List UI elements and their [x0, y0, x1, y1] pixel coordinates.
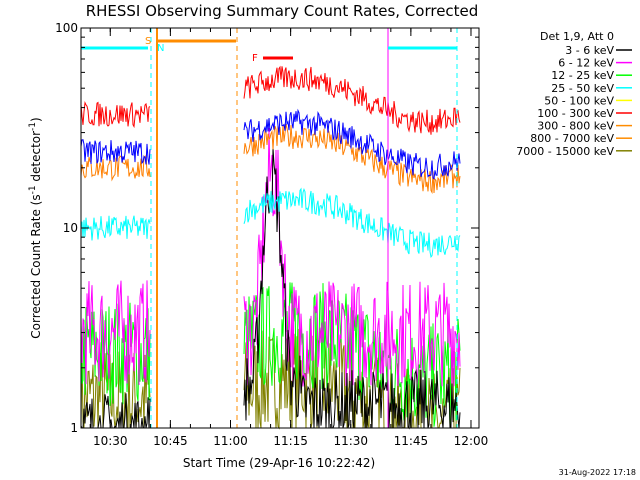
y-tick-label: 1: [70, 421, 78, 435]
timestamp: 31-Aug-2022 17:18: [559, 468, 636, 477]
x-tick-label: 12:00: [454, 434, 489, 448]
axes-group: 1 10 100 10:30 10:45 11:00 11:15 11:30 11:45 12:0…: [55, 21, 488, 448]
series-line: [80, 139, 151, 165]
legend-entry-label: 300 - 800 keV: [537, 120, 614, 133]
legend-entry-label: 6 - 12 keV: [558, 57, 614, 70]
series-300-800-kev: [80, 124, 461, 195]
legend-entry-label: 12 - 25 keV: [551, 69, 614, 82]
series-line: [243, 127, 461, 387]
legend-entry-label: 800 - 7000 keV: [530, 132, 614, 145]
y-label-part2: detector: [29, 131, 43, 186]
chart-title: RHESSI Observing Summary Count Rates, Co…: [86, 2, 479, 20]
saa-label: S: [145, 36, 151, 47]
legend-entry-label: 25 - 50 keV: [551, 82, 614, 95]
y-label-part3: ): [29, 117, 43, 122]
legend-header: Det 1,9, Att 0: [540, 30, 614, 43]
y-axis-label: Corrected Count Rate (s-1 detector-1): [28, 117, 43, 338]
legend-entry-label: 3 - 6 keV: [565, 44, 614, 57]
x-tick-label: 11:45: [394, 434, 429, 448]
series-line: [80, 280, 151, 386]
x-tick-label: 10:30: [93, 434, 128, 448]
series-line: [243, 187, 461, 259]
y-label-sup1: -1: [28, 185, 38, 194]
series-line: [243, 124, 461, 195]
night-label: N: [157, 43, 164, 54]
legend-entry-label: 100 - 300 keV: [537, 107, 614, 120]
series-line: [243, 108, 461, 180]
series-800-7000-kev: [80, 108, 461, 180]
series-line: [80, 215, 151, 241]
series-group: [80, 65, 461, 430]
series-25-50-kev: [80, 187, 461, 259]
series-6-12-kev: [80, 127, 461, 387]
x-tick-label: 11:00: [213, 434, 248, 448]
x-tick-label: 11:15: [273, 434, 308, 448]
x-axis-label: Start Time (29-Apr-16 10:22:42): [183, 456, 375, 470]
series-100-300-kev: [80, 65, 461, 135]
flare-label: F: [252, 53, 258, 64]
legend-entry-label: 7000 - 15000 keV: [516, 145, 614, 158]
y-tick-label: 100: [55, 21, 78, 35]
series-line: [243, 65, 461, 135]
annotation-group: SN F: [81, 28, 458, 428]
series-line: [80, 393, 151, 429]
legend-entry-label: 50 - 100 keV: [544, 94, 614, 107]
x-tick-label: 10:45: [153, 434, 188, 448]
y-label-sup2: -1: [28, 122, 38, 131]
x-tick-label: 11:30: [333, 434, 368, 448]
y-tick-label: 10: [63, 221, 78, 235]
series-line: [80, 153, 151, 182]
series-line: [80, 101, 151, 129]
y-label-part1: Corrected Count Rate (s: [29, 194, 43, 338]
